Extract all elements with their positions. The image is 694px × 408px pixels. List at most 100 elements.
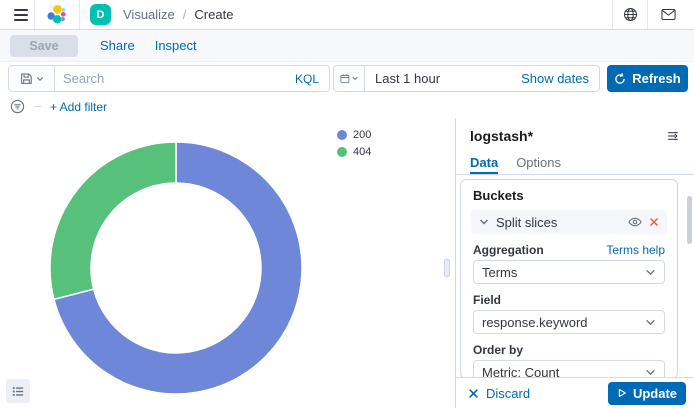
date-picker-group: Last 1 hour Show dates bbox=[333, 65, 600, 92]
order-by-label-row: Order by bbox=[473, 343, 665, 357]
order-by-value: Metric: Count bbox=[482, 364, 560, 379]
help-button[interactable] bbox=[613, 0, 647, 29]
filter-bar: + Add filter bbox=[0, 95, 694, 118]
play-icon bbox=[618, 388, 626, 398]
filter-icon bbox=[10, 99, 25, 114]
donut-slice-404[interactable] bbox=[49, 141, 177, 301]
collapse-panel-button[interactable] bbox=[664, 127, 682, 145]
legend-label-200: 200 bbox=[353, 129, 372, 141]
query-bar: KQL Last 1 hour Show dates Refresh bbox=[0, 62, 694, 95]
order-by-select[interactable]: Metric: Count bbox=[473, 360, 665, 379]
chevron-down-icon bbox=[646, 369, 655, 375]
visualize-toolbar: Save Share Inspect bbox=[0, 30, 694, 62]
legend-label-404: 404 bbox=[353, 146, 372, 158]
top-nav-bar: D Visualize / Create bbox=[0, 0, 694, 30]
panel-resize-handle[interactable] bbox=[444, 259, 450, 277]
share-button[interactable]: Share bbox=[100, 38, 135, 53]
space-avatar[interactable]: D bbox=[90, 4, 111, 25]
query-language-button[interactable]: KQL bbox=[294, 71, 319, 86]
field-select[interactable]: response.keyword bbox=[473, 310, 665, 334]
discard-button[interactable]: Discard bbox=[468, 386, 530, 401]
update-label: Update bbox=[632, 385, 678, 401]
calendar-icon bbox=[340, 74, 350, 83]
search-input[interactable] bbox=[55, 71, 285, 86]
order-by-label: Order by bbox=[473, 343, 524, 357]
saved-query-menu-button[interactable] bbox=[9, 66, 55, 91]
panel-footer: Discard Update bbox=[456, 377, 694, 408]
divider bbox=[34, 0, 35, 29]
tab-data[interactable]: Data bbox=[470, 150, 498, 174]
aggregation-value: Terms bbox=[482, 264, 518, 280]
menu-right-icon bbox=[668, 132, 678, 140]
menu-button[interactable] bbox=[8, 0, 34, 29]
breadcrumb-separator: / bbox=[182, 7, 187, 22]
inspect-button[interactable]: Inspect bbox=[154, 38, 197, 53]
save-button: Save bbox=[10, 34, 78, 57]
breadcrumb-visualize[interactable]: Visualize bbox=[123, 7, 175, 22]
date-quick-select-button[interactable] bbox=[334, 66, 365, 91]
editor-tabs: Data Options bbox=[456, 150, 694, 175]
aggregation-label-row: Aggregation Terms help bbox=[473, 243, 665, 257]
eye-icon bbox=[628, 217, 642, 227]
breadcrumb: Visualize / Create bbox=[123, 7, 233, 22]
legend-dot-404 bbox=[337, 147, 347, 157]
close-icon bbox=[649, 217, 659, 227]
vis-editor-panel: logstash* Data Options Buckets bbox=[455, 118, 694, 408]
hamburger-icon bbox=[14, 8, 28, 21]
split-slices-accordion[interactable]: Split slices bbox=[471, 210, 667, 234]
cross-icon bbox=[469, 388, 478, 398]
donut-slice-200[interactable] bbox=[53, 141, 303, 395]
newsfeed-button[interactable] bbox=[648, 0, 682, 29]
toggle-visibility-button[interactable] bbox=[628, 215, 642, 229]
add-filter-button[interactable]: + Add filter bbox=[50, 99, 108, 114]
search-input-group: KQL bbox=[8, 65, 330, 92]
legend-item-404[interactable]: 404 bbox=[337, 146, 371, 158]
aggregation-label: Aggregation bbox=[473, 243, 544, 257]
chevron-down-icon bbox=[36, 76, 43, 81]
time-range-value[interactable]: Last 1 hour bbox=[375, 71, 441, 86]
update-button[interactable]: Update bbox=[608, 381, 686, 405]
index-pattern-title: logstash* bbox=[470, 128, 534, 144]
legend-dot-200 bbox=[337, 130, 347, 140]
divider bbox=[647, 0, 648, 29]
filter-divider bbox=[34, 106, 41, 107]
elastic-logo-icon bbox=[47, 4, 66, 23]
terms-help-link[interactable]: Terms help bbox=[606, 243, 665, 257]
discard-label: Discard bbox=[486, 385, 531, 401]
visualization-chart-area: 200 404 bbox=[0, 118, 455, 408]
tab-options[interactable]: Options bbox=[516, 150, 561, 174]
elastic-logo-button[interactable] bbox=[35, 0, 79, 29]
divider bbox=[612, 0, 613, 29]
refresh-icon bbox=[615, 72, 626, 84]
refresh-label: Refresh bbox=[632, 71, 681, 86]
aggregation-select[interactable]: Terms bbox=[473, 260, 665, 284]
split-slices-label: Split slices bbox=[496, 214, 558, 230]
chevron-down-icon bbox=[352, 76, 358, 81]
show-dates-button[interactable]: Show dates bbox=[515, 70, 599, 87]
breadcrumb-create: Create bbox=[194, 7, 234, 22]
legend-toggle-button[interactable] bbox=[6, 379, 30, 403]
chevron-down-icon bbox=[646, 319, 655, 325]
envelope-icon bbox=[660, 9, 676, 20]
divider bbox=[79, 0, 80, 29]
chart-legend: 200 404 bbox=[337, 129, 371, 158]
main-content: 200 404 logstash* bbox=[0, 118, 694, 408]
top-nav-right bbox=[612, 0, 682, 29]
buckets-card: Buckets Split slices bbox=[460, 179, 678, 379]
top-nav-left: D Visualize / Create bbox=[8, 0, 612, 29]
save-query-icon bbox=[20, 73, 32, 84]
chevron-down-icon bbox=[646, 269, 655, 275]
field-label: Field bbox=[473, 293, 502, 307]
field-label-row: Field bbox=[473, 293, 665, 307]
list-icon bbox=[12, 386, 24, 396]
globe-icon bbox=[623, 7, 637, 22]
panel-header: logstash* bbox=[456, 118, 694, 145]
donut-chart[interactable] bbox=[0, 118, 455, 408]
field-value: response.keyword bbox=[482, 314, 588, 330]
chevron-down-icon bbox=[480, 219, 488, 225]
panel-scrollbar[interactable] bbox=[687, 196, 692, 244]
buckets-heading: Buckets bbox=[473, 188, 524, 203]
remove-bucket-button[interactable] bbox=[649, 217, 659, 227]
refresh-button[interactable]: Refresh bbox=[607, 65, 688, 92]
legend-item-200[interactable]: 200 bbox=[337, 129, 371, 141]
